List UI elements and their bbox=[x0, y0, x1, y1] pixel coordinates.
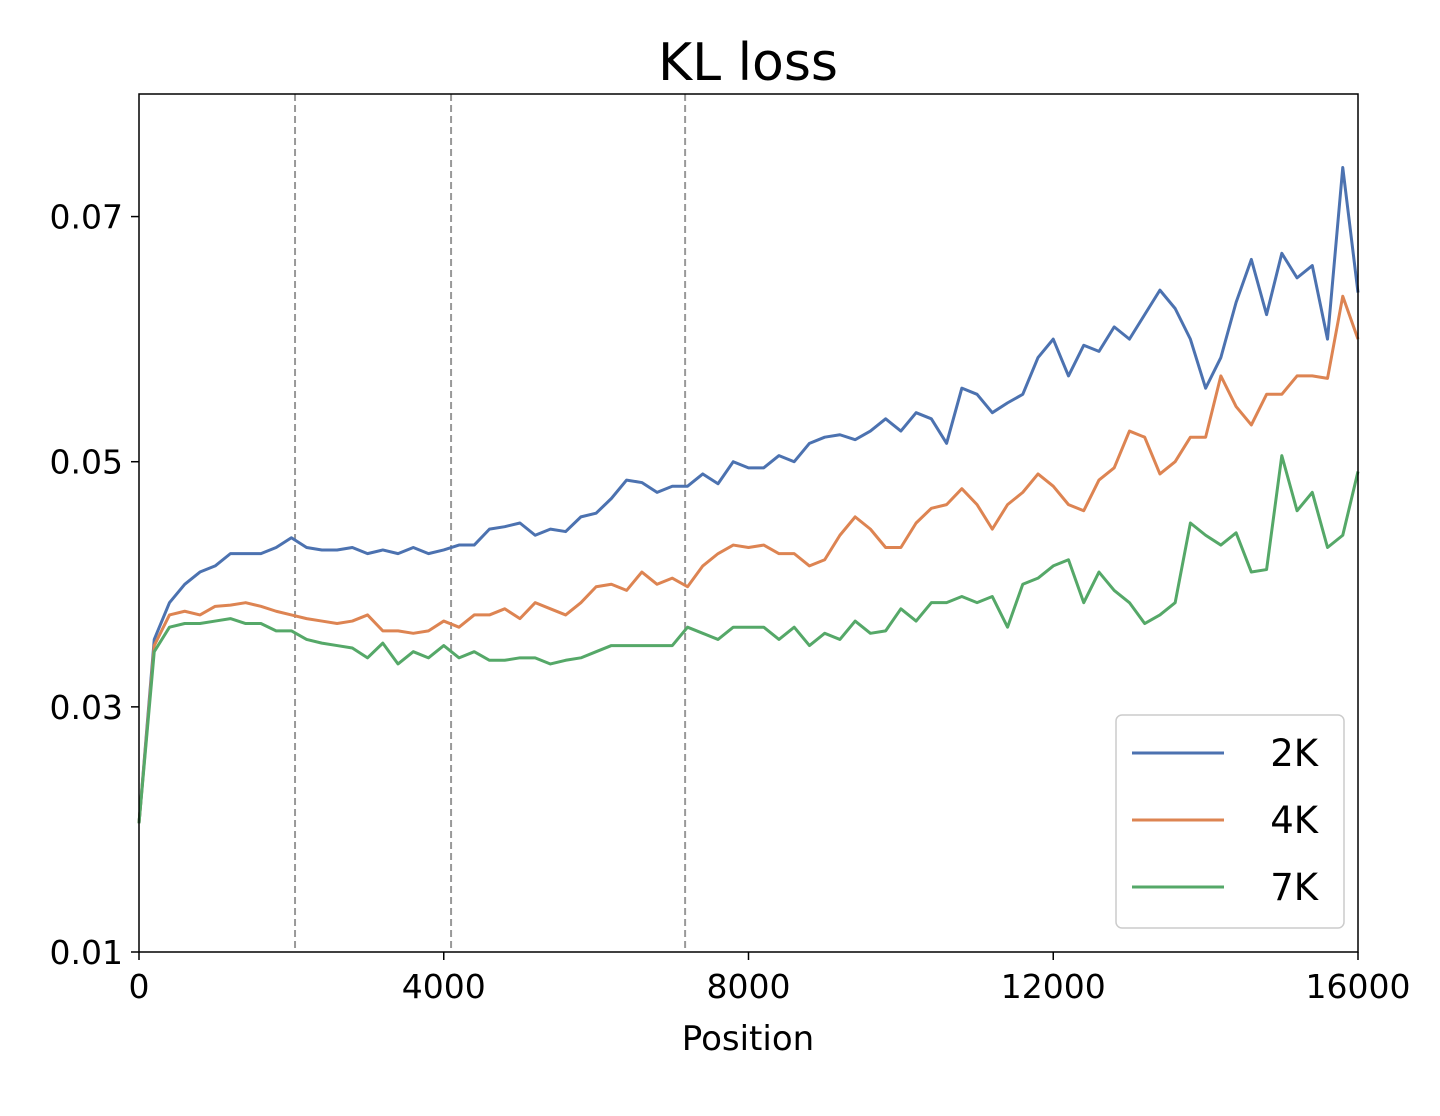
series-line bbox=[137, 294, 1360, 824]
series-line bbox=[137, 454, 1360, 824]
legend-label: 7K bbox=[1270, 866, 1320, 909]
chart-title: KL loss bbox=[658, 33, 838, 93]
legend-box bbox=[1115, 714, 1345, 929]
legend-label: 4K bbox=[1270, 799, 1320, 842]
x-tick-label: 8000 bbox=[707, 967, 791, 1006]
y-tick-label: 0.07 bbox=[50, 198, 123, 237]
x-tick-label: 0 bbox=[129, 967, 150, 1006]
series-line bbox=[137, 166, 1360, 824]
legend-label: 2K bbox=[1270, 732, 1320, 775]
y-tick-label: 0.05 bbox=[50, 443, 123, 482]
plot-frame bbox=[138, 93, 1359, 953]
x-axis-label: Position bbox=[682, 1019, 814, 1059]
legend: 2K 4K 7K bbox=[1115, 714, 1345, 929]
y-tick-label: 0.01 bbox=[50, 933, 123, 972]
x-tick-label: 12000 bbox=[1001, 967, 1106, 1006]
x-tick-label: 4000 bbox=[402, 967, 486, 1006]
y-tick-label: 0.03 bbox=[50, 688, 123, 727]
x-tick-label: 16000 bbox=[1306, 967, 1411, 1006]
